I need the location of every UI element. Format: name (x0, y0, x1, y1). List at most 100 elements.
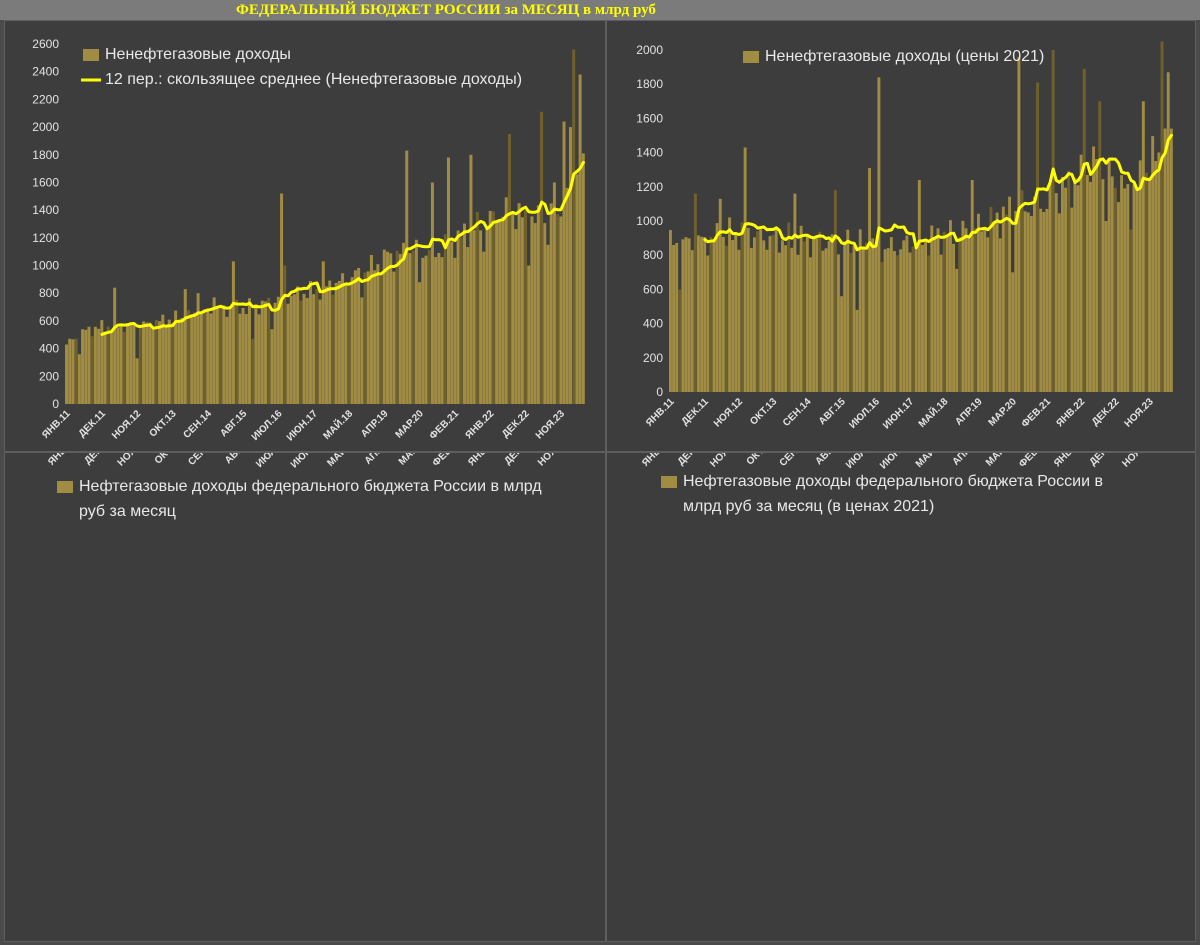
bar (768, 236, 772, 392)
chart-panel-oil-gas-revenue-2021-prices: 0100200300400500600700800900100011001200… (606, 452, 1196, 942)
bar (709, 237, 713, 392)
bar (952, 243, 956, 392)
bar (840, 296, 844, 392)
bar (712, 239, 716, 392)
y-tick-label: 400 (39, 342, 59, 356)
bar (958, 237, 962, 392)
x-tick-label: СЕН.14 (186, 453, 219, 468)
bar (861, 248, 865, 392)
bar (852, 245, 856, 392)
bar (681, 239, 685, 392)
bar (363, 272, 367, 404)
x-tick-label: ЯНВ.22 (464, 408, 497, 441)
x-tick-label: НОЯ.12 (110, 408, 144, 442)
bar (418, 282, 422, 404)
x-tick-label: НОЯ.12 (708, 453, 742, 470)
bar (562, 121, 566, 404)
bar (581, 153, 585, 404)
bar (964, 228, 968, 392)
bar (414, 239, 418, 404)
chart-panel-non-oil-revenue-2021-prices: 0 200 400 600 800 1000 1200 1400 1600 1800 2000 ЯНВ… (606, 20, 1196, 452)
bar (790, 247, 794, 392)
x-tick-label: АПР.19 (363, 453, 395, 467)
bar (456, 230, 460, 404)
bar (578, 74, 582, 404)
bar (1011, 272, 1015, 392)
bar (536, 205, 540, 404)
bar (424, 255, 428, 404)
x-tick-label: МАЙ.18 (915, 395, 950, 430)
bar (1026, 212, 1030, 392)
bar (376, 264, 380, 404)
x-tick-label: ОКТ.13 (148, 408, 179, 439)
bar (315, 289, 319, 404)
x-tick-label: ДЕК.22 (500, 408, 532, 440)
bar (357, 268, 361, 404)
bar (369, 255, 373, 404)
bar (575, 174, 579, 404)
bar (989, 206, 993, 392)
x-tick-label: МАЙ.18 (320, 407, 355, 442)
bar (353, 270, 357, 404)
bar (1073, 178, 1077, 392)
bar (1129, 229, 1133, 392)
bar (883, 249, 887, 392)
bar (68, 338, 72, 404)
bar (967, 238, 971, 392)
x-tick-label: ЯНВ.11 (640, 453, 673, 469)
bar (540, 111, 544, 405)
bar (1057, 213, 1061, 392)
bar (273, 302, 277, 404)
bar (1157, 152, 1161, 392)
legend-swatch-bars (743, 51, 759, 63)
bar (1051, 50, 1055, 392)
bar (312, 294, 316, 404)
bar (466, 247, 470, 404)
bar (1098, 101, 1102, 393)
bar (675, 243, 679, 392)
bar (973, 228, 977, 392)
bar (135, 358, 139, 404)
bar (405, 150, 409, 404)
bar (395, 250, 399, 404)
bar (443, 234, 447, 404)
bar (762, 240, 766, 392)
bar (549, 203, 553, 404)
legend-label: Ненефтегазовые доходы (105, 46, 291, 63)
bar (796, 254, 800, 392)
bar (669, 230, 672, 392)
bar (122, 331, 126, 404)
bar (880, 261, 884, 392)
bar (805, 235, 809, 392)
legend-swatch-bars (57, 481, 73, 493)
y-tick-label: 2400 (32, 65, 59, 79)
bar (109, 330, 113, 404)
bar (450, 241, 454, 404)
x-tick-label: МАР.20 (394, 408, 427, 441)
bar (302, 293, 306, 404)
bar (341, 273, 345, 404)
bar (992, 221, 996, 392)
bar (453, 257, 457, 404)
bar (1029, 216, 1033, 392)
bar (787, 222, 791, 392)
bar (430, 182, 434, 404)
x-tick-label: ИЮН.17 (878, 453, 913, 471)
x-tick-label: МАР.20 (397, 453, 430, 468)
bar (247, 298, 251, 404)
bar (1126, 184, 1130, 392)
bar (267, 297, 271, 404)
bar (684, 237, 688, 392)
bar (148, 322, 152, 404)
bar (167, 319, 171, 404)
bar (514, 229, 518, 404)
bar (1095, 159, 1099, 392)
bar (759, 229, 763, 392)
bar (927, 255, 931, 392)
bar (721, 237, 725, 392)
x-tick-label: НОЯ.23 (1123, 396, 1157, 430)
legend-label: Нефтегазовые доходы федерального бюджета… (79, 478, 542, 495)
bar (1148, 179, 1152, 392)
bar (917, 180, 921, 392)
y-tick-label: 1200 (636, 180, 663, 194)
